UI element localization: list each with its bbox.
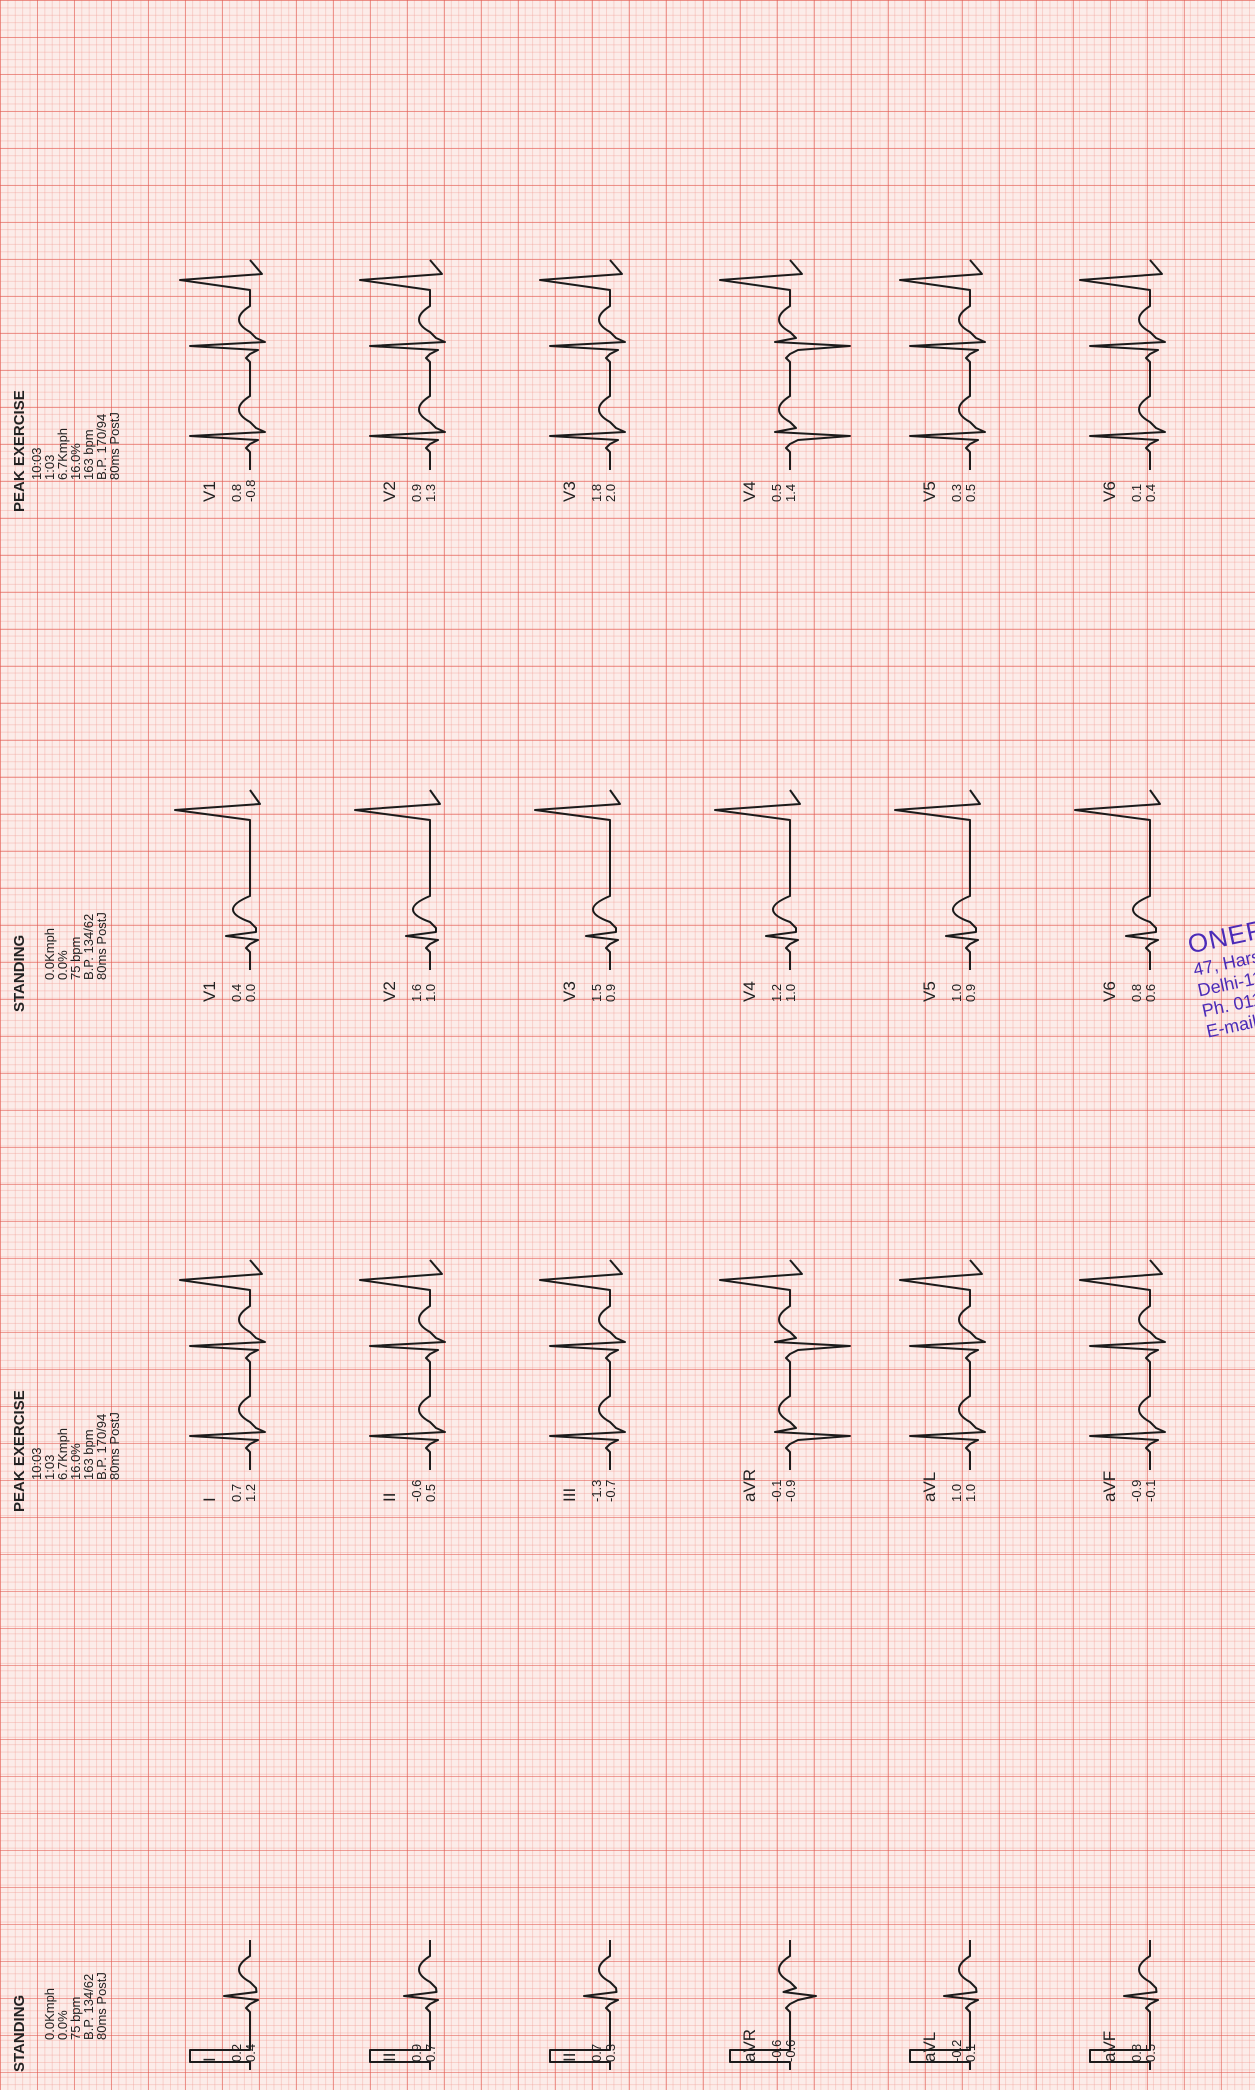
ecg-trace bbox=[1079, 259, 1166, 470]
ecg-trace bbox=[549, 1940, 619, 2070]
ecg-trace bbox=[1079, 1259, 1166, 1470]
ecg-trace bbox=[174, 789, 261, 970]
ecg-waveform bbox=[899, 1259, 986, 1470]
ecg-waveform bbox=[719, 1259, 851, 1470]
ecg-waveform bbox=[1079, 1259, 1166, 1470]
ecg-trace bbox=[719, 259, 851, 470]
ecg-waveform bbox=[179, 259, 266, 470]
ecg-waveform bbox=[539, 259, 626, 470]
ecg-trace bbox=[359, 1259, 446, 1470]
param-line: 80ms PostJ bbox=[107, 1412, 122, 1480]
ecg-waveform bbox=[894, 789, 981, 970]
ecg-waveform bbox=[549, 1940, 619, 2070]
ecg-waveform bbox=[369, 1940, 439, 2070]
ecg-trace bbox=[719, 1259, 851, 1470]
ecg-waveform bbox=[354, 789, 441, 970]
ecg-waveform bbox=[359, 1259, 446, 1470]
ecg-waveform bbox=[1089, 1940, 1159, 2070]
test-params: 10:03 1:03 6.7Kmph 16.0% 163 bpm B.P. 170/94 8… bbox=[29, 412, 122, 480]
param-line: 80ms PostJ bbox=[107, 412, 122, 480]
ecg-trace bbox=[354, 789, 441, 970]
ecg-trace bbox=[359, 259, 446, 470]
ecg-trace bbox=[1074, 789, 1161, 970]
ecg-trace bbox=[899, 259, 986, 470]
ecg-waveform bbox=[714, 789, 801, 970]
ecg-trace bbox=[189, 1940, 259, 2070]
ecg-waveform bbox=[1074, 789, 1161, 970]
ecg-trace bbox=[899, 1259, 986, 1470]
param-line: 80ms PostJ bbox=[94, 912, 109, 980]
param-line: 80ms PostJ bbox=[94, 1972, 109, 2040]
ecg-waveform bbox=[909, 1940, 979, 2070]
ecg-waveform bbox=[539, 1259, 626, 1470]
test-params: 0.0Kmph 0.0% 75 bpm B.P. 134/62 80ms PostJ bbox=[30, 912, 109, 980]
ecg-trace bbox=[179, 259, 266, 470]
ecg-waveform bbox=[729, 1940, 817, 2070]
ecg-waveform bbox=[534, 789, 621, 970]
ecg-trace bbox=[539, 1259, 626, 1470]
ecg-waveform bbox=[1079, 259, 1166, 470]
ecg-trace bbox=[729, 1940, 817, 2070]
block-header: PEAK EXERCISE bbox=[11, 1390, 28, 1512]
test-params: 10:03 1:03 6.7Kmph 16.0% 163 bpm B.P. 170/94 8… bbox=[29, 1412, 122, 1480]
ecg-trace bbox=[1089, 1940, 1159, 2070]
ecg-waveform bbox=[719, 259, 851, 470]
ecg-trace bbox=[534, 789, 621, 970]
ecg-waveform bbox=[359, 259, 446, 470]
block-header: STANDING bbox=[11, 1994, 28, 2072]
ecg-trace bbox=[539, 259, 626, 470]
block-header: STANDING bbox=[11, 934, 28, 1012]
ecg-waveform bbox=[899, 259, 986, 470]
ecg-waveform bbox=[179, 1259, 266, 1470]
ecg-trace bbox=[894, 789, 981, 970]
test-params: 0.0Kmph 0.0% 75 bpm B.P. 134/62 80ms PostJ bbox=[30, 1972, 109, 2040]
block-header: PEAK EXERCISE bbox=[11, 390, 28, 512]
ecg-trace bbox=[369, 1940, 439, 2070]
ecg-trace bbox=[714, 789, 801, 970]
ecg-trace bbox=[909, 1940, 979, 2070]
ecg-trace bbox=[179, 1259, 266, 1470]
ecg-waveform bbox=[189, 1940, 259, 2070]
ecg-waveform bbox=[174, 789, 261, 970]
